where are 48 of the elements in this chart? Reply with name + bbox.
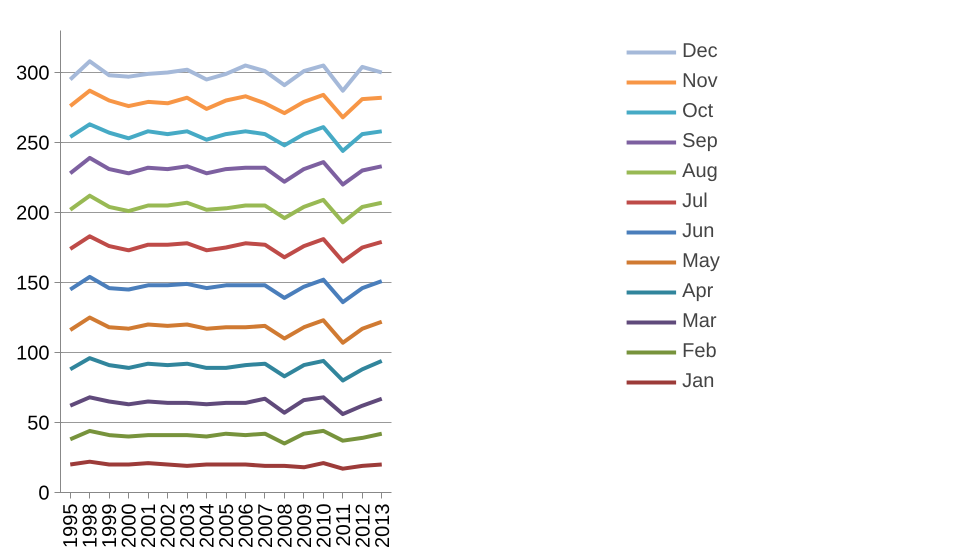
- legend-label: Sep: [682, 130, 718, 153]
- x-tick-label: 2013: [372, 503, 394, 548]
- legend-label: Feb: [682, 340, 717, 363]
- line-series: [68, 59, 384, 93]
- line-series: [68, 156, 384, 186]
- x-tick-label: 2010: [313, 503, 336, 548]
- x-tick-label: 1999: [99, 503, 122, 548]
- x-tick-label: 2006: [235, 503, 258, 548]
- legend-label: Nov: [682, 70, 718, 93]
- legend-label: Jul: [682, 190, 708, 213]
- x-tick-label: 2005: [216, 503, 238, 548]
- line-series: [68, 460, 384, 471]
- x-tick-label: 2002: [158, 503, 180, 548]
- legend-label: Dec: [682, 40, 718, 63]
- x-tick-label: 2011: [332, 503, 355, 547]
- legend-label: Apr: [682, 280, 714, 303]
- x-tick-label: 2009: [294, 503, 316, 548]
- y-tick-label: 100: [16, 342, 50, 364]
- y-tick-label: 200: [16, 202, 50, 224]
- y-tick-label: 50: [27, 412, 50, 434]
- legend-label: Oct: [682, 100, 714, 123]
- line-series: [68, 356, 384, 382]
- legend-label: Mar: [682, 310, 717, 333]
- x-tick-label: 1998: [80, 503, 102, 548]
- y-tick-label: 150: [16, 272, 50, 294]
- x-tick-label: 2007: [254, 503, 277, 548]
- x-tick-label: 2001: [138, 503, 160, 548]
- x-tick-label: 2012: [352, 503, 374, 548]
- x-tick-label: 2008: [274, 503, 296, 548]
- legend-label: May: [682, 250, 720, 273]
- y-tick-label: 250: [16, 132, 50, 154]
- line-series: [68, 194, 384, 224]
- line-series: [68, 234, 384, 264]
- line-series: [68, 274, 384, 304]
- line-series: [68, 395, 384, 416]
- legend-label: Jun: [682, 220, 714, 243]
- x-tick-label: 2000: [118, 503, 141, 548]
- line-series: [68, 88, 384, 120]
- line-series: [68, 428, 384, 446]
- y-tick-label: 300: [16, 62, 50, 84]
- legend-label: Aug: [682, 160, 718, 183]
- y-tick-label: 0: [38, 482, 50, 504]
- line-series: [68, 316, 384, 345]
- x-tick-label: 2003: [177, 503, 200, 548]
- line-series: [68, 122, 384, 153]
- x-tick-label: 1995: [60, 503, 82, 548]
- x-tick-label: 2004: [196, 503, 219, 548]
- legend-label: Jan: [682, 370, 714, 393]
